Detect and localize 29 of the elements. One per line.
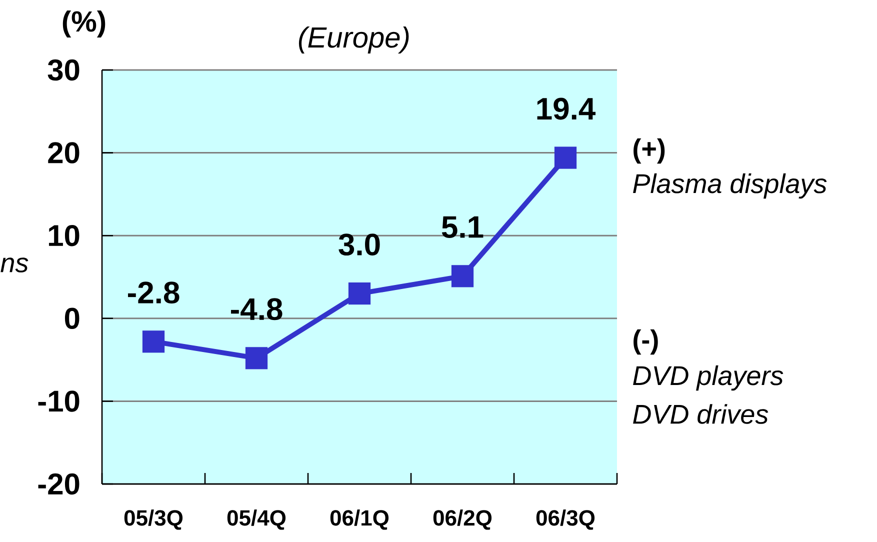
data-label: -4.8 bbox=[231, 298, 282, 320]
text: Plasma displays bbox=[633, 173, 827, 199]
y-tick-label: -10 bbox=[38, 390, 80, 412]
chart-title: (Europe) bbox=[298, 26, 409, 54]
x-tick-label: 05/4Q bbox=[227, 510, 286, 530]
data-label: -2.8 bbox=[128, 282, 180, 304]
point bbox=[348, 282, 371, 305]
y-axis-title: (%) bbox=[62, 10, 106, 38]
text: (+) bbox=[634, 138, 665, 164]
y-tick-label: 10 bbox=[48, 224, 80, 246]
x-tick-label: 06/1Q bbox=[330, 510, 389, 530]
y-tick-label: 20 bbox=[48, 142, 80, 164]
x-tick-label: 06/3Q bbox=[536, 510, 595, 530]
text: DVD drives bbox=[633, 404, 768, 424]
data-label: 3.0 bbox=[338, 234, 380, 256]
point bbox=[554, 146, 577, 169]
data-label: 19.4 bbox=[537, 98, 596, 120]
text: DVD players bbox=[633, 365, 784, 391]
data-label: 5.1 bbox=[442, 216, 484, 238]
y-tick-label: 30 bbox=[48, 59, 80, 81]
y-tick-label: -20 bbox=[38, 473, 80, 495]
y-tick-label: 0 bbox=[64, 308, 80, 330]
text: ns bbox=[0, 258, 28, 272]
x-tick-label: 06/2Q bbox=[433, 510, 492, 530]
x-tick-label: 05/3Q bbox=[124, 510, 183, 530]
text: (-) bbox=[634, 329, 658, 355]
point bbox=[245, 347, 268, 370]
point bbox=[451, 265, 474, 288]
point bbox=[142, 330, 165, 353]
